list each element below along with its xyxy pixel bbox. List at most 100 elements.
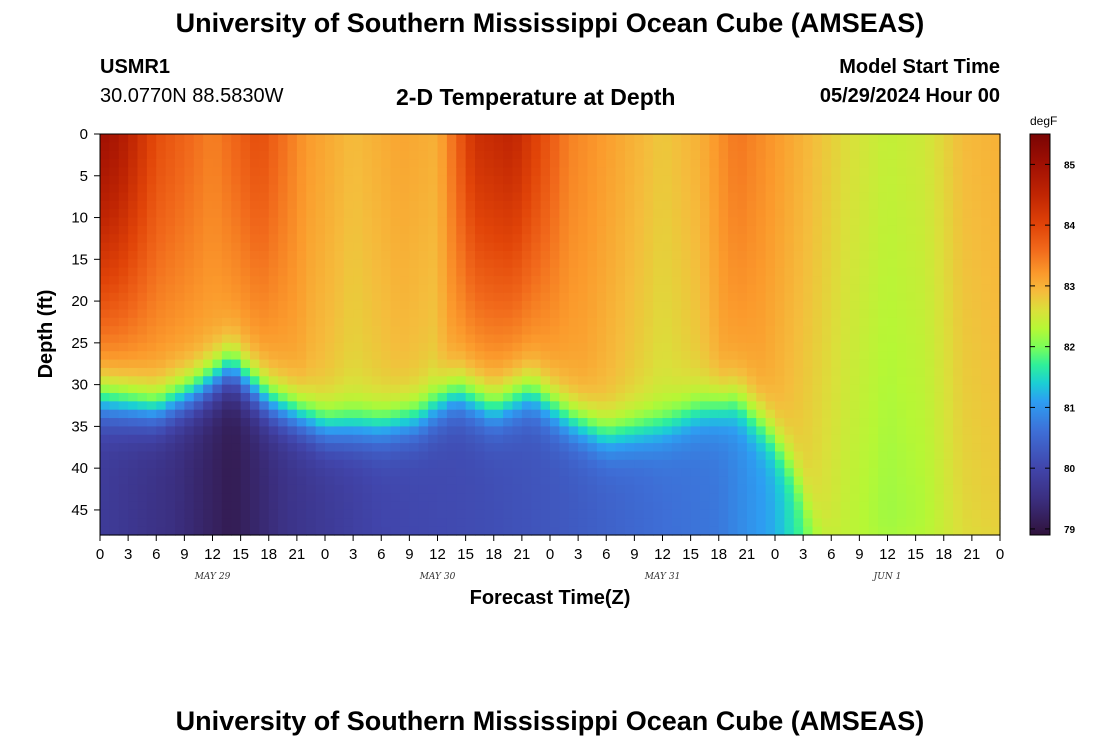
heatmap-cell [718, 192, 729, 202]
heatmap-cell [943, 459, 954, 469]
heatmap-cell [737, 426, 748, 436]
heatmap-cell [456, 451, 467, 461]
heatmap-cell [118, 276, 129, 285]
heatmap-cell [971, 367, 982, 377]
heatmap-cell [718, 509, 729, 519]
heatmap-cell [456, 309, 467, 319]
heatmap-cell [765, 259, 776, 269]
heatmap-cell [325, 526, 335, 536]
heatmap-cell [400, 276, 410, 285]
heatmap-cell [606, 342, 617, 352]
heatmap-cell [371, 501, 382, 511]
heatmap-cell [540, 259, 551, 269]
heatmap-cell [278, 384, 289, 394]
heatmap-cell [137, 317, 148, 327]
heatmap-cell [934, 292, 945, 302]
heatmap-cell [671, 342, 682, 352]
heatmap-cell [775, 234, 785, 244]
heatmap-cell [428, 392, 439, 402]
heatmap-cell [165, 225, 176, 235]
heatmap-cell [981, 175, 992, 185]
heatmap-cell [690, 250, 701, 260]
heatmap-cell [540, 209, 551, 219]
heatmap-cell [700, 200, 710, 210]
x-tick-label: 6 [377, 546, 385, 563]
heatmap-cell [718, 401, 729, 411]
heatmap-cell [306, 367, 317, 377]
heatmap-cell [175, 493, 185, 503]
heatmap-cell [981, 426, 992, 436]
heatmap-cell [550, 134, 560, 143]
heatmap-cell [475, 134, 485, 143]
heatmap-cell [868, 376, 879, 386]
heatmap-cell [643, 317, 654, 327]
heatmap-cell [915, 276, 926, 285]
heatmap-cell [943, 267, 954, 277]
heatmap-cell [840, 276, 851, 285]
heatmap-cell [831, 234, 842, 244]
heatmap-cell [475, 192, 485, 202]
heatmap-cell [353, 184, 364, 194]
heatmap-cell [109, 159, 120, 169]
heatmap-cell [428, 159, 439, 169]
heatmap-cell [306, 292, 317, 302]
heatmap-cell [446, 392, 457, 402]
heatmap-cell [268, 426, 279, 436]
heatmap-cell [400, 409, 410, 419]
heatmap-cell [428, 217, 439, 227]
heatmap-cell [615, 526, 626, 536]
heatmap-cell [840, 184, 851, 194]
heatmap-cell [325, 326, 335, 336]
heatmap-cell [175, 384, 185, 394]
heatmap-cell [596, 468, 607, 478]
heatmap-cell [756, 242, 767, 252]
heatmap-cell [990, 451, 1001, 461]
heatmap-cell [343, 501, 354, 511]
heatmap-cell [784, 451, 795, 461]
heatmap-cell [456, 526, 467, 536]
heatmap-cell [137, 351, 148, 361]
heatmap-cell [165, 167, 176, 177]
heatmap-cell [559, 451, 570, 461]
heatmap-cell [906, 401, 917, 411]
heatmap-cell [296, 501, 307, 511]
heatmap-cell [531, 142, 542, 152]
heatmap-cell [268, 376, 279, 386]
heatmap-cell [521, 418, 532, 427]
heatmap-cell [728, 418, 739, 427]
heatmap-cell [296, 284, 307, 294]
heatmap-cell [109, 384, 120, 394]
heatmap-cell [212, 376, 223, 386]
heatmap-cell [418, 234, 429, 244]
heatmap-cell [446, 334, 457, 344]
heatmap-cell [793, 134, 804, 143]
heatmap-cell [634, 459, 645, 469]
heatmap-cell [934, 259, 945, 269]
heatmap-cell [850, 142, 860, 152]
heatmap-cell [175, 301, 185, 311]
heatmap-cell [221, 309, 232, 319]
heatmap-cell [934, 384, 945, 394]
heatmap-cell [859, 451, 870, 461]
heatmap-cell [296, 159, 307, 169]
heatmap-cell [578, 250, 589, 260]
heatmap-cell [634, 418, 645, 427]
heatmap-cell [859, 250, 870, 260]
heatmap-cell [465, 150, 476, 160]
heatmap-cell [362, 392, 373, 402]
heatmap-cell [550, 468, 560, 478]
heatmap-cell [371, 342, 382, 352]
heatmap-cell [953, 518, 964, 528]
heatmap-cell [887, 418, 898, 427]
heatmap-cell [709, 167, 720, 177]
heatmap-cell [203, 484, 214, 494]
heatmap-cell [615, 267, 626, 277]
heatmap-cell [193, 167, 204, 177]
heatmap-cell [878, 459, 889, 469]
heatmap-cell [662, 418, 673, 427]
heatmap-cell [756, 484, 767, 494]
heatmap-cell [268, 209, 279, 219]
heatmap-cell [437, 225, 448, 235]
heatmap-cell [990, 376, 1001, 386]
heatmap-cell [962, 292, 973, 302]
